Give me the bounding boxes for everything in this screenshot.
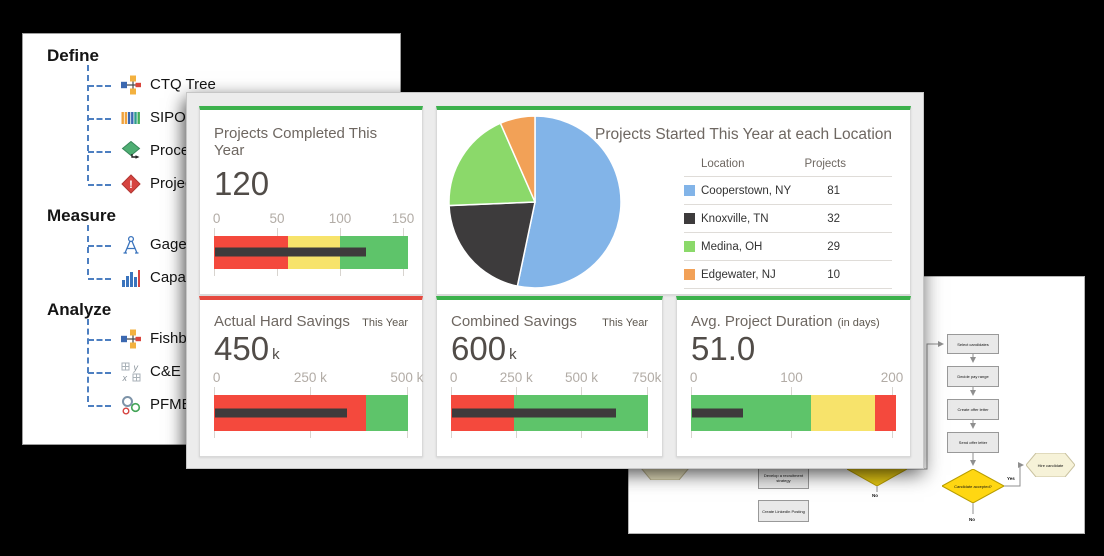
pie-card-projects-started: Projects Started This Year at each Locat… <box>436 106 911 295</box>
card-title: Combined Savings <box>451 313 577 330</box>
project-risk-icon: ! <box>121 173 141 194</box>
dashboard-panel: Projects Completed This Year 120 0 50 100 1… <box>186 92 924 469</box>
svg-text:!: ! <box>129 179 133 191</box>
flow-decision-candidate-accepted[interactable]: Candidate accepted? <box>942 469 1004 503</box>
kpi-card-avg-project-duration: Avg. Project Duration (in days) 51.0 0 10… <box>676 296 911 457</box>
legend-value: 81 <box>827 184 840 197</box>
legend-row: Medina, OH 29 <box>684 233 892 261</box>
ctq-tree-icon <box>121 75 141 95</box>
flow-step-create-offer-letter[interactable]: Create offer letter <box>947 399 999 420</box>
process-map-icon <box>121 140 141 161</box>
legend-label: Knoxville, TN <box>701 212 769 225</box>
tree-section-analyze: Analyze <box>47 300 112 319</box>
bullet-chart: 0 50 100 150 <box>212 211 415 276</box>
tree-section-measure: Measure <box>47 206 116 225</box>
flow-step-decide-pay-range[interactable]: Decide pay range <box>947 366 999 387</box>
kpi-value: 450 <box>214 330 270 367</box>
pie-slice-cooperstown-ny <box>516 115 622 289</box>
card-period-label: This Year <box>602 317 648 329</box>
kpi-value: 51.0 <box>691 330 756 367</box>
legend-row: Edgewater, NJ 10 <box>684 261 892 289</box>
flow-edge-label-no-2: No <box>872 493 878 498</box>
pie-slice-medina-oh <box>448 122 537 207</box>
kpi-unit: k <box>272 346 280 363</box>
kpi-value: 600 <box>451 330 507 367</box>
bullet-axis-labels: 0 250 k 500 k 750k <box>449 370 662 385</box>
pie-chart-title: Projects Started This Year at each Locat… <box>595 126 892 143</box>
flowchart-connectors <box>876 341 1024 514</box>
kpi-value: 120 <box>214 165 270 202</box>
capability-icon <box>121 268 141 288</box>
pie-legend: Location Projects Cooperstown, NY 81 Knoxv… <box>684 152 892 289</box>
flow-terminal-label: Hire candidate <box>1037 462 1064 468</box>
flow-edge-label-yes: Yes <box>1007 476 1015 481</box>
legend-header-location: Location <box>701 158 745 170</box>
legend-label: Medina, OH <box>701 240 763 253</box>
sipoc-icon <box>121 108 141 128</box>
kpi-unit: k <box>509 346 517 363</box>
kpi-card-actual-hard-savings: Actual Hard Savings This Year 450 k 0 250… <box>199 296 423 457</box>
legend-row: Cooperstown, NY 81 <box>684 177 892 205</box>
bullet-axis-labels: 0 100 200 <box>689 370 904 385</box>
card-title: Actual Hard Savings <box>214 313 350 330</box>
card-title: Avg. Project Duration <box>691 313 833 330</box>
tree-item-label: SIPOC <box>150 109 197 126</box>
flow-step-select-candidates[interactable]: Select candidates <box>947 334 999 354</box>
legend-swatch <box>684 269 695 280</box>
svg-text:y: y <box>133 362 139 372</box>
flow-step-create-linkedin-posting[interactable]: Create LinkedIn Posting <box>758 500 809 522</box>
legend-label: Edgewater, NJ <box>701 268 776 281</box>
legend-swatch <box>684 213 695 224</box>
card-period-label: This Year <box>362 317 408 329</box>
bullet-axis-labels: 0 250 k 500 k <box>212 370 424 385</box>
bullet-bar <box>452 408 617 417</box>
bullet-chart: 0 250 k 500 k <box>212 370 424 438</box>
bullet-bar <box>692 408 744 417</box>
legend-label: Cooperstown, NY <box>701 184 792 197</box>
pie-slice-edgewater-nj <box>499 115 536 203</box>
legend-value: 10 <box>827 268 840 281</box>
pie-chart <box>448 115 622 289</box>
tree-item-sipoc[interactable]: SIPOC <box>87 101 400 134</box>
pfmea-icon <box>121 395 141 415</box>
tree-item-ctq-tree[interactable]: CTQ Tree <box>87 68 400 101</box>
kpi-card-projects-completed: Projects Completed This Year 120 0 50 100 1… <box>199 106 423 295</box>
pie-slice-knoxville-tn <box>448 201 536 288</box>
gage-rr-icon <box>121 235 141 255</box>
fishbone-icon <box>121 329 141 349</box>
bullet-bar <box>215 247 367 257</box>
flow-edge-label-no: No <box>969 517 975 522</box>
card-period-label: (in days) <box>837 317 880 329</box>
bullet-chart: 0 100 200 <box>689 370 904 438</box>
svg-text:x: x <box>122 373 128 382</box>
flow-step-send-offer-letter[interactable]: Send offer letter <box>947 432 999 453</box>
legend-value: 29 <box>827 240 840 253</box>
card-title: Projects Completed This Year <box>214 125 378 159</box>
tree-item-label: CTQ Tree <box>150 76 216 93</box>
tree-section-define: Define <box>47 46 99 65</box>
legend-swatch <box>684 185 695 196</box>
legend-header: Location Projects <box>684 152 892 177</box>
legend-swatch <box>684 241 695 252</box>
legend-header-projects: Projects <box>804 158 846 170</box>
flow-terminal-hire-candidate[interactable]: Hire candidate <box>1026 453 1075 477</box>
legend-value: 32 <box>827 212 840 225</box>
flow-decision-label: Candidate accepted? <box>954 483 992 489</box>
bullet-chart: 0 250 k 500 k 750k <box>449 370 662 438</box>
legend-row: Knoxville, TN 32 <box>684 205 892 233</box>
flow-step-develop-recruitment-strategy[interactable]: Develop a recruitment strategy <box>758 466 809 489</box>
bullet-bar <box>215 408 347 417</box>
bullet-axis-labels: 0 50 100 150 <box>212 211 415 226</box>
